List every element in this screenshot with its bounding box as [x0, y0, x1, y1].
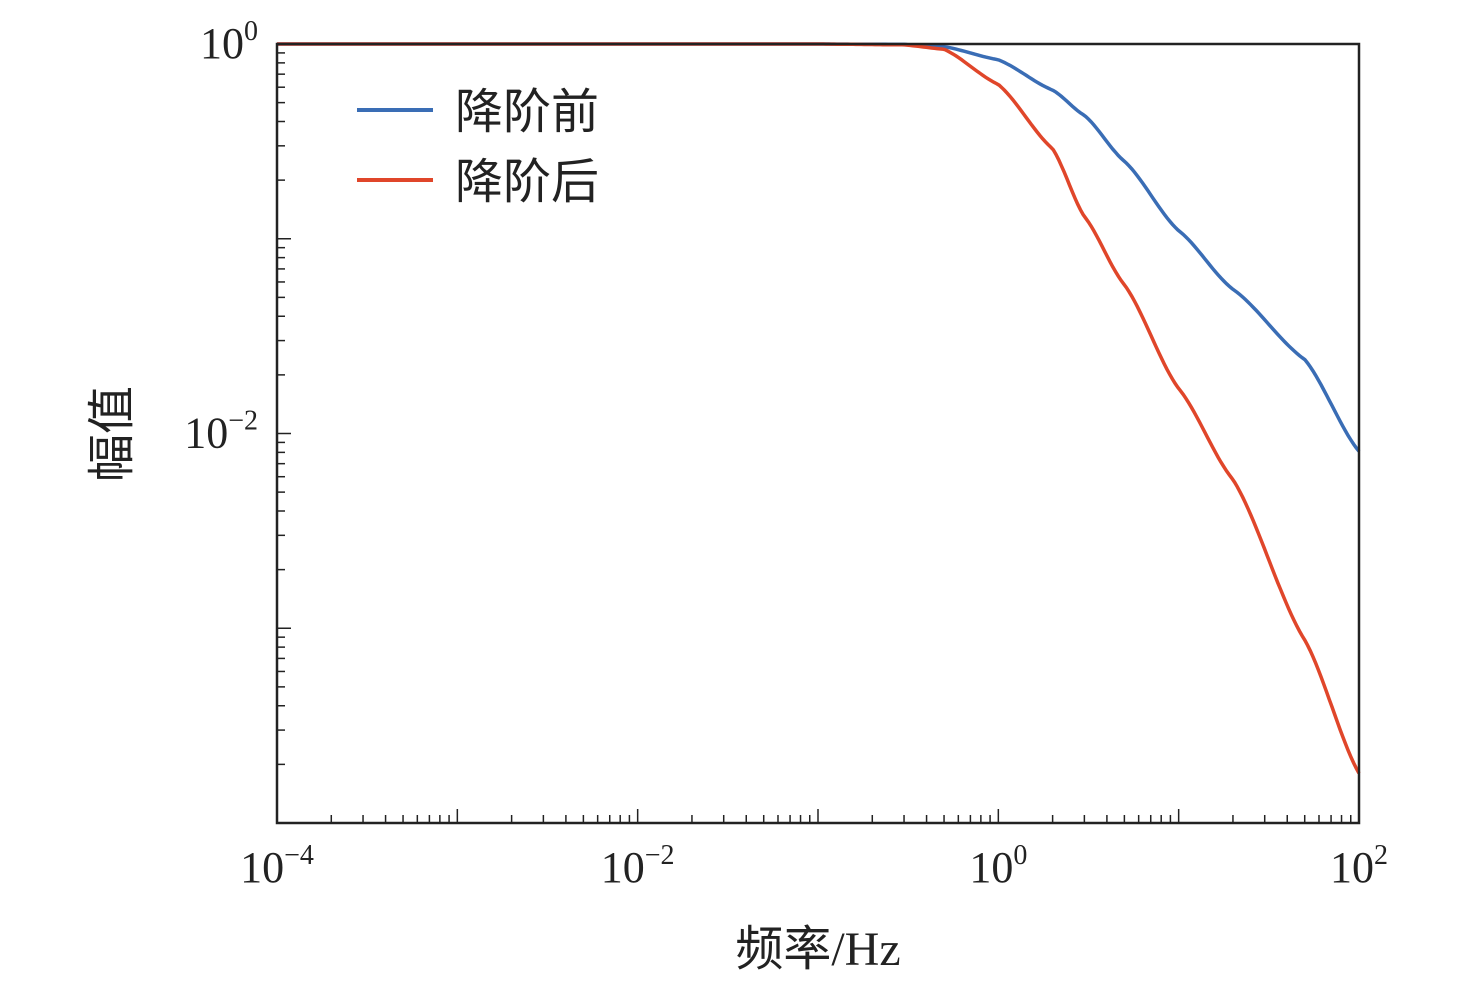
legend-label-1: 降阶后: [455, 156, 599, 209]
axis-ticks: [276, 43, 1360, 824]
legend: 降阶前 降阶后: [357, 86, 599, 209]
x-tick-label: 10−2: [601, 840, 675, 892]
x-tick-label: 10−4: [240, 840, 314, 892]
x-axis-label: 频率/Hz: [735, 923, 900, 976]
y-axis-label: 幅值: [86, 386, 139, 482]
plot-frame: [275, 42, 1361, 825]
series-lines: [277, 42, 1361, 775]
x-tick-label: 102: [1330, 840, 1388, 892]
x-tick-label: 100: [969, 840, 1027, 892]
series-line-0: [277, 42, 1361, 453]
legend-label-0: 降阶前: [455, 86, 599, 139]
y-tick-label: 100: [200, 16, 258, 68]
series-line-1: [277, 42, 1361, 775]
y-tick-labels: 10−2 100: [184, 16, 258, 458]
y-tick-label: 10−2: [184, 406, 258, 458]
x-tick-labels: 10−4 10−2 100 102: [240, 840, 1388, 892]
